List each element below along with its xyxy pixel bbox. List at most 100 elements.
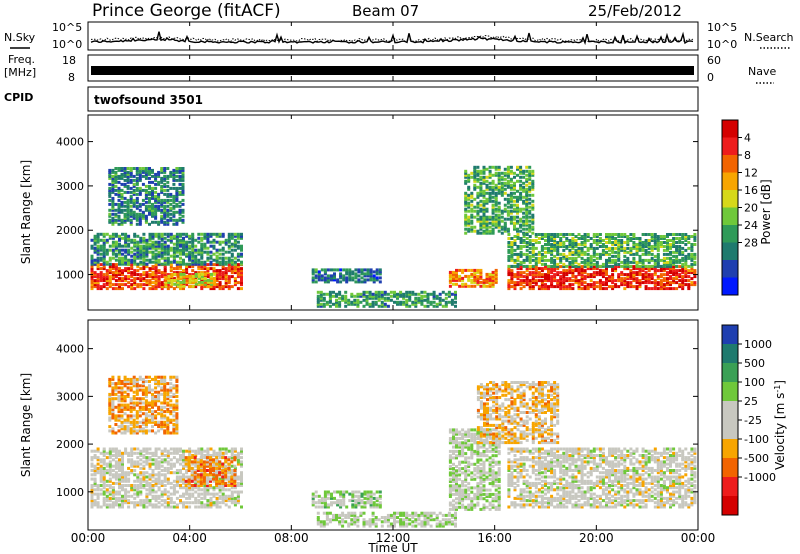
data-cell: [145, 488, 149, 492]
data-cell: [117, 192, 121, 196]
data-cell: [550, 252, 554, 256]
data-cell: [96, 503, 100, 507]
data-cell: [154, 208, 158, 212]
data-cell: [194, 499, 198, 503]
data-cell: [553, 267, 557, 271]
data-cell: [148, 204, 151, 208]
data-cell: [179, 471, 182, 475]
data-cell: [519, 239, 523, 242]
data-cell: [623, 254, 627, 258]
data-cell: [497, 189, 501, 193]
data-cell: [182, 274, 186, 278]
data-cell: [127, 238, 131, 242]
data-cell: [580, 241, 584, 244]
data-cell: [215, 279, 219, 283]
data-cell: [528, 181, 532, 185]
data-cell: [565, 285, 569, 289]
data-cell: [553, 233, 557, 236]
data-cell: [127, 484, 131, 487]
data-cell: [509, 195, 513, 199]
data-cell: [102, 258, 106, 262]
data-cell: [133, 240, 137, 244]
data-cell: [166, 208, 170, 212]
data-cell: [653, 239, 657, 242]
data-cell: [148, 388, 151, 392]
data-cell: [586, 267, 590, 271]
data-cell: [326, 278, 330, 282]
data-cell: [605, 237, 608, 240]
data-cell: [556, 271, 560, 275]
data-cell: [142, 248, 146, 252]
data-cell: [678, 246, 682, 250]
data-cell: [224, 494, 228, 498]
data-cell: [335, 302, 338, 306]
data-cell: [377, 296, 381, 300]
colorbar-segment: [722, 207, 738, 226]
data-cell: [197, 250, 201, 254]
data-cell: [132, 425, 136, 429]
data-cell: [206, 250, 210, 254]
data-cell: [200, 287, 204, 291]
data-cell: [447, 292, 451, 296]
data-cell: [233, 281, 237, 285]
data-cell: [166, 194, 170, 198]
data-cell: [491, 165, 495, 169]
data-cell: [233, 234, 237, 238]
data-cell: [650, 258, 654, 262]
data-cell: [240, 460, 243, 464]
data-cell: [179, 477, 182, 481]
data-cell: [448, 272, 452, 276]
data-cell: [178, 167, 182, 170]
data-cell: [96, 496, 100, 500]
data-cell: [166, 184, 170, 188]
data-cell: [417, 300, 421, 304]
data-cell: [347, 298, 351, 302]
data-cell: [141, 423, 145, 426]
data-cell: [635, 287, 639, 291]
data-cell: [163, 380, 167, 383]
data-cell: [224, 447, 228, 451]
noise-left-label: N.Sky: [4, 31, 36, 44]
data-cell: [160, 380, 164, 383]
data-cell: [187, 479, 191, 483]
data-cell: [166, 214, 170, 218]
data-cell: [169, 265, 173, 269]
data-cell: [164, 276, 168, 280]
data-cell: [209, 454, 213, 457]
data-cell: [111, 449, 115, 453]
data-cell: [108, 380, 112, 383]
data-cell: [537, 271, 541, 275]
data-cell: [90, 469, 94, 472]
data-cell: [550, 243, 554, 246]
data-cell: [102, 469, 106, 472]
data-cell: [96, 267, 100, 271]
data-cell: [491, 195, 495, 199]
data-cell: [528, 225, 532, 229]
data-cell: [544, 235, 547, 238]
data-cell: [510, 264, 514, 268]
data-cell: [656, 241, 660, 244]
data-cell: [166, 234, 170, 238]
data-cell: [138, 168, 142, 172]
data-cell: [96, 265, 100, 269]
data-cell: [172, 418, 176, 422]
data-cell: [105, 462, 109, 466]
data-cell: [435, 304, 439, 308]
data-cell: [218, 462, 222, 466]
data-cell: [191, 238, 195, 242]
data-cell: [644, 267, 648, 271]
data-cell: [108, 466, 112, 470]
data-cell: [240, 451, 243, 455]
data-cell: [479, 175, 483, 179]
data-cell: [138, 192, 142, 196]
data-cell: [154, 283, 158, 287]
data-cell: [399, 300, 403, 304]
data-cell: [678, 273, 682, 277]
data-cell: [354, 280, 358, 284]
data-cell: [488, 278, 492, 282]
data-cell: [148, 222, 151, 226]
data-cell: [562, 271, 566, 275]
data-cell: [562, 277, 566, 281]
data-cell: [509, 193, 513, 197]
data-cell: [160, 202, 164, 206]
